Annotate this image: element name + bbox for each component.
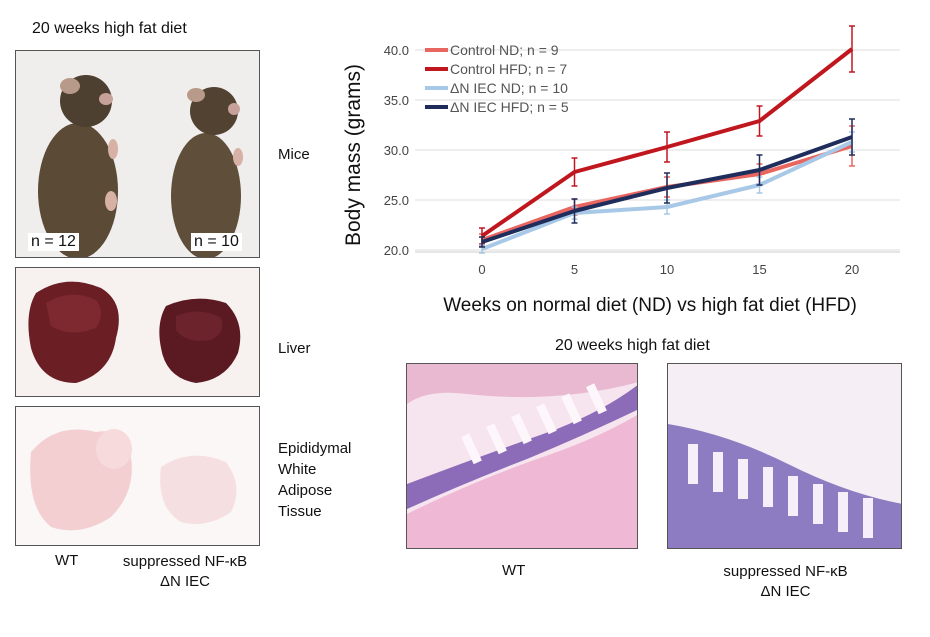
histology-ko-label: suppressed NF-κB ΔN IEC <box>693 562 878 602</box>
x-tick-label: 0 <box>478 262 485 277</box>
chart-y-ticks: 20.0 25.0 30.0 35.0 40.0 <box>384 43 409 258</box>
mice-photo <box>16 51 259 257</box>
legend-label-1: Control HFD; n = 7 <box>450 61 567 77</box>
legend-label-2: ΔN IEC ND; n = 10 <box>450 80 568 96</box>
histology-title: 20 weeks high fat diet <box>555 337 710 354</box>
histology-ko-label-line-1: suppressed NF-κB <box>723 563 848 580</box>
left-group-ko: suppressed NF-κB ΔN IEC <box>105 552 265 592</box>
liver-photo-panel <box>15 267 260 397</box>
chart-series <box>479 25 855 254</box>
left-group-ko-line-1: suppressed NF-κB <box>122 553 248 570</box>
left-group-wt: WT <box>55 552 79 569</box>
adipose-label-line-1: Epididymal <box>278 440 352 457</box>
y-tick-label: 20.0 <box>384 243 409 258</box>
adipose-label-line-3: Adipose <box>278 482 333 499</box>
series-1 <box>479 25 855 245</box>
series-3 <box>479 118 855 248</box>
liver-label: Liver <box>278 340 311 357</box>
y-tick-label: 35.0 <box>384 93 409 108</box>
adipose-photo-panel <box>15 406 260 546</box>
mice-n-ko: n = 10 <box>191 233 242 251</box>
x-tick-label: 20 <box>845 262 859 277</box>
histology-ko-panel <box>667 363 902 549</box>
histology-ko-label-line-2: ΔN IEC <box>760 583 811 600</box>
y-tick-label: 40.0 <box>384 43 409 58</box>
x-tick-label: 5 <box>571 262 578 277</box>
adipose-label-line-2: White <box>278 461 317 478</box>
body-mass-chart: 20.0 25.0 30.0 35.0 40.0 0 5 10 15 20 Control ND… <box>342 25 900 316</box>
left-group-ko-line-2: ΔN IEC <box>159 573 211 590</box>
left-title: 20 weeks high fat diet <box>32 20 187 37</box>
histology-ko-image <box>668 364 901 548</box>
legend-label-0: Control ND; n = 9 <box>450 42 559 58</box>
liver-photo <box>16 268 259 396</box>
mice-n-wt: n = 12 <box>28 233 79 251</box>
x-tick-label: 10 <box>660 262 674 277</box>
chart-x-ticks: 0 5 10 15 20 <box>478 262 859 277</box>
histology-wt-panel <box>406 363 638 549</box>
legend-label-3: ΔN IEC HFD; n = 5 <box>450 99 569 115</box>
adipose-label: Epididymal White Adipose Tissue <box>278 438 351 522</box>
chart-y-axis-label: Body mass (grams) <box>342 64 365 246</box>
histology-wt-label: WT <box>502 562 526 579</box>
chart-x-axis-label: Weeks on normal diet (ND) vs high fat di… <box>443 295 857 316</box>
mice-label: Mice <box>278 146 310 163</box>
adipose-label-line-4: Tissue <box>278 503 322 520</box>
mice-photo-panel: n = 12 n = 10 <box>15 50 260 258</box>
histology-wt-image <box>407 364 637 548</box>
y-tick-label: 30.0 <box>384 143 409 158</box>
chart-legend: Control ND; n = 9 Control HFD; n = 7 ΔN IE… <box>425 42 569 115</box>
y-tick-label: 25.0 <box>384 193 409 208</box>
x-tick-label: 15 <box>752 262 766 277</box>
adipose-photo <box>16 407 259 545</box>
